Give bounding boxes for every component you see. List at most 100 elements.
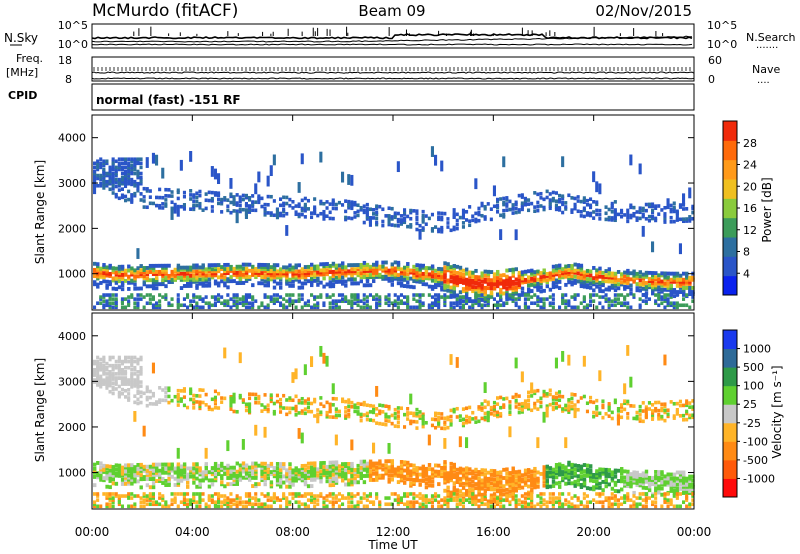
velocity-cell — [456, 502, 459, 506]
power-cell — [102, 168, 105, 172]
velocity-cell — [338, 410, 341, 414]
power-cell — [319, 281, 322, 285]
velocity-cell — [437, 500, 440, 504]
velocity-cell — [366, 498, 369, 502]
velocity-cell — [214, 472, 217, 476]
power-cell — [112, 168, 115, 172]
velocity-cell — [220, 396, 223, 400]
velocity-cell — [140, 401, 143, 405]
power-cell — [257, 172, 260, 183]
velocity-cell — [428, 475, 431, 479]
power-cell — [679, 243, 682, 254]
velocity-cell — [152, 463, 155, 467]
power-cell — [648, 283, 651, 287]
power-cell — [105, 172, 108, 176]
power-cell — [279, 295, 282, 299]
velocity-cell — [313, 494, 316, 498]
power-cell — [332, 262, 335, 266]
velocity-cell — [456, 415, 459, 419]
power-cell — [329, 301, 332, 305]
velocity-cell — [310, 478, 313, 482]
velocity-cell — [484, 492, 487, 496]
power-cell — [121, 287, 124, 291]
velocity-cell — [437, 494, 440, 498]
velocity-cell — [388, 474, 391, 478]
velocity-cell — [437, 504, 440, 508]
power-cell — [443, 265, 446, 269]
velocity-cell — [93, 500, 96, 504]
power-cell — [468, 219, 471, 223]
velocity-cell — [307, 466, 310, 470]
velocity-cell — [295, 477, 298, 481]
velocity-cell — [260, 462, 263, 466]
velocity-cell — [313, 461, 316, 465]
power-cell — [149, 270, 152, 274]
velocity-cell — [133, 394, 136, 398]
power-cell — [676, 272, 679, 276]
power-cell — [146, 187, 149, 191]
power-cell — [248, 293, 251, 297]
power-cell — [226, 204, 229, 208]
power-cell — [434, 297, 437, 301]
power-cell — [326, 268, 329, 272]
velocity-cell — [412, 468, 415, 472]
velocity-cell — [490, 481, 493, 485]
power-cell — [195, 270, 198, 274]
power-cell — [642, 213, 645, 217]
power-cell — [140, 297, 143, 301]
velocity-cell — [350, 492, 353, 496]
velocity-cell — [329, 483, 332, 487]
velocity-cell — [109, 485, 112, 489]
power-cell — [487, 270, 490, 274]
velocity-cell — [171, 463, 174, 467]
power-cell — [434, 225, 437, 229]
power-cell — [161, 168, 164, 179]
power-cell — [363, 204, 366, 208]
power-cell — [400, 299, 403, 303]
velocity-cell — [288, 481, 291, 485]
power-cell — [465, 278, 468, 282]
power-cell — [477, 294, 480, 298]
power-cell — [192, 193, 195, 197]
velocity-cell — [205, 448, 208, 459]
power-cell — [388, 303, 391, 307]
power-cell — [645, 271, 648, 275]
velocity-cell — [490, 504, 493, 508]
power-cell — [499, 197, 502, 201]
power-cell — [295, 299, 298, 303]
velocity-cell — [453, 463, 456, 467]
power-cell — [589, 270, 592, 274]
velocity-cell — [195, 500, 198, 504]
power-cell — [217, 263, 220, 267]
velocity-cell — [208, 494, 211, 498]
power-cell — [313, 265, 316, 269]
power-cell — [431, 264, 434, 268]
power-cell — [124, 157, 127, 161]
velocity-cell — [242, 398, 245, 402]
power-cell — [245, 293, 248, 297]
power-cell — [273, 263, 276, 267]
power-cell — [679, 203, 682, 207]
power-cell — [372, 295, 375, 299]
power-cell — [260, 197, 263, 201]
velocity-cell — [285, 398, 288, 402]
velocity-cell — [344, 468, 347, 472]
velocity-cell — [419, 483, 422, 487]
power-cell — [369, 265, 372, 269]
velocity-cell — [267, 470, 270, 474]
velocity-cell — [112, 504, 115, 508]
velocity-cell — [140, 500, 143, 504]
velocity-cell — [130, 368, 133, 372]
power-cell — [363, 305, 366, 309]
velocity-cell — [459, 477, 462, 481]
velocity-cell — [233, 410, 236, 414]
power-cell — [620, 280, 623, 284]
power-cell — [499, 288, 502, 292]
power-cell — [598, 183, 601, 194]
power-cell — [130, 178, 133, 182]
velocity-cell — [99, 358, 102, 362]
power-cell — [341, 172, 344, 183]
power-cell — [322, 301, 325, 305]
power-cell — [254, 299, 257, 303]
power-cell — [112, 178, 115, 182]
